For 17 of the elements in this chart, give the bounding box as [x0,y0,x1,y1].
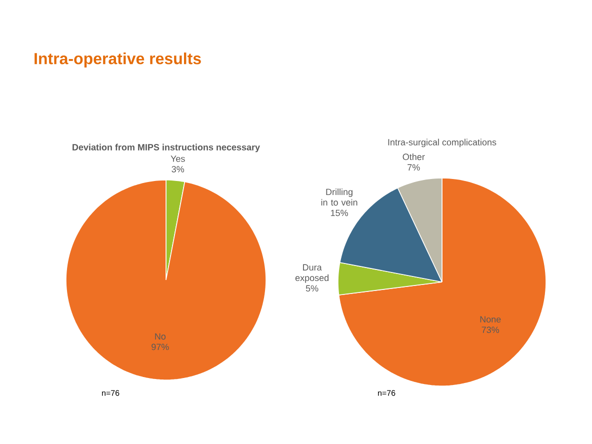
data-label: 97% [152,344,169,350]
text: n=76 [102,390,120,396]
slice-label: Dura exposed [295,264,328,283]
text: Intra-operative results [34,52,201,68]
slice-label: No [155,333,166,340]
data-label: 15% [330,210,348,216]
slice-label: None [480,316,501,323]
data-label: 7% [408,164,420,171]
chart-title: Intra-surgical complications [388,138,496,148]
data-label: 5% [306,285,318,292]
text: n=76 [378,390,396,396]
chart-title: Deviation from MIPS instructions necessary [72,144,260,152]
data-label: 73% [482,326,500,334]
slice-label: Other [402,153,425,160]
slice-label: Drilling in to vein [321,188,358,206]
slice-label: Yes [170,156,185,162]
data-label: 3% [172,166,184,172]
